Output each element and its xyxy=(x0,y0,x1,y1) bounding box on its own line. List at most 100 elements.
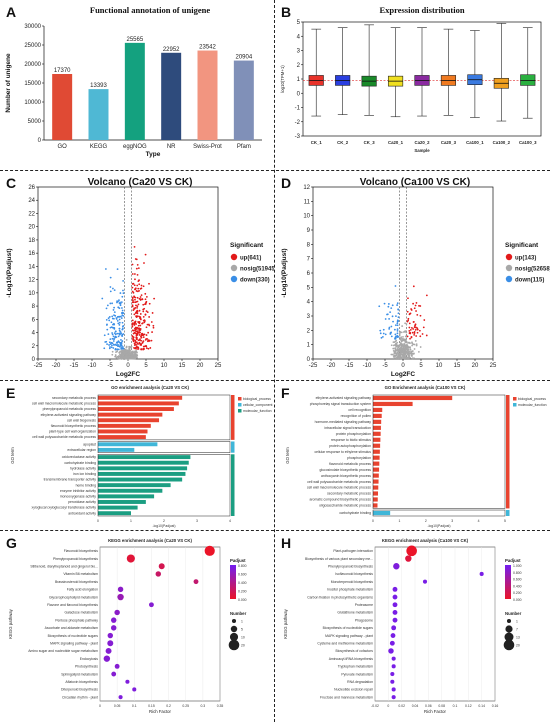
number-legend-label: 13 xyxy=(516,636,520,640)
x-tick-label: 0 xyxy=(97,519,99,523)
point-up xyxy=(408,332,411,335)
y-tick-label: 18 xyxy=(28,238,35,244)
pathway-label: Ascorbate and aldarate metabolism xyxy=(45,626,99,630)
group-frame xyxy=(372,509,506,517)
point-down xyxy=(116,332,119,335)
point-down xyxy=(388,326,391,329)
point-up xyxy=(144,320,146,322)
point-nosig xyxy=(405,345,408,348)
point-nosig xyxy=(410,350,413,353)
padjust-tick-label: 0.600 xyxy=(513,578,522,582)
y-tick-label: 12 xyxy=(28,278,35,284)
point-up xyxy=(407,319,410,322)
x-axis-title: -log10(Padjust) xyxy=(428,524,451,528)
y-tick-label: 5 xyxy=(307,285,311,291)
point-down xyxy=(103,347,106,350)
bar-biological_process xyxy=(373,419,382,424)
pathway-label: Monoterpenoid biosynthesis xyxy=(331,580,374,584)
bar-eggnog xyxy=(124,42,145,141)
point-nosig xyxy=(126,350,128,353)
y-tick-label: 24 xyxy=(28,198,35,204)
number-legend-label: 10 xyxy=(241,636,245,640)
bar-molecular_function xyxy=(98,460,189,465)
go-term-label: intracellular signal transduction xyxy=(324,426,371,430)
bubble-point xyxy=(110,617,117,623)
point-nosig xyxy=(395,343,397,345)
point-down xyxy=(114,348,117,351)
go-term-label: peroxidase activity xyxy=(68,500,96,504)
point-up xyxy=(138,339,141,341)
point-nosig xyxy=(114,355,117,358)
point-down xyxy=(105,318,108,321)
legend-swatch xyxy=(238,397,242,401)
x-tick-label: 0 xyxy=(387,704,389,708)
point-nosig xyxy=(392,347,395,350)
point-down xyxy=(111,317,114,320)
point-nosig xyxy=(394,350,396,352)
point-down xyxy=(122,289,124,292)
pathway-label: Flavone and flavonol biosynthesis xyxy=(47,603,98,607)
y-axis-title: GO term xyxy=(10,447,15,464)
point-up xyxy=(131,296,134,299)
padjust-tick-label: 0.400 xyxy=(238,581,247,585)
point-down xyxy=(393,328,396,331)
point-up xyxy=(131,298,134,300)
legend-marker xyxy=(505,275,513,283)
point-down xyxy=(111,342,114,345)
x-tick-label: 20 xyxy=(197,363,204,369)
padjust-tick-label: 1.000 xyxy=(513,564,522,568)
go-term-label: anthocyanin biosynthetic process xyxy=(321,474,371,478)
bar-molecular_function xyxy=(98,483,171,488)
legend-label: molecular_function xyxy=(518,403,547,407)
point-up xyxy=(132,291,135,294)
point-down xyxy=(379,332,382,335)
bar-biological_process xyxy=(373,473,379,478)
point-up xyxy=(409,337,411,340)
point-up xyxy=(145,334,148,336)
point-down xyxy=(119,292,122,294)
go-term-label: oxidoreductase activity xyxy=(62,455,97,459)
point-down xyxy=(384,318,387,320)
bar-biological_process xyxy=(373,431,381,436)
pathway-label: Cysteine and methionine metabolism xyxy=(317,641,373,645)
go-term-label: cell wall polysaccharide metabolic proce… xyxy=(32,435,96,439)
y-axis-title: -Log10(Padjust) xyxy=(6,248,13,297)
y-tick-label: -1 xyxy=(295,106,301,112)
group-strip xyxy=(231,454,235,516)
point-up xyxy=(415,335,418,337)
point-up xyxy=(145,326,148,329)
point-nosig xyxy=(399,342,402,344)
point-nosig xyxy=(402,335,404,338)
point-nosig xyxy=(400,357,403,360)
bubble-point xyxy=(391,664,396,669)
point-down xyxy=(112,343,115,346)
bar-value-label: 20904 xyxy=(235,55,252,61)
go-term-label: cell wall macromolecule metabolic proces… xyxy=(307,486,371,490)
bar-value-label: 17370 xyxy=(54,68,71,74)
point-up xyxy=(138,289,140,292)
point-down xyxy=(101,297,104,300)
point-up xyxy=(140,348,143,351)
bubble-point xyxy=(388,648,394,654)
point-up xyxy=(136,333,139,335)
point-down xyxy=(396,329,399,332)
point-down xyxy=(108,344,110,346)
point-down xyxy=(120,317,123,320)
point-up xyxy=(136,273,139,276)
point-up xyxy=(406,310,409,313)
legend-label: biological_process xyxy=(243,397,271,401)
panel-d: D Volcano (Ca100 VS CK) 0 1 2 3 4 5 6 7 8 9 10 11 12-… xyxy=(275,171,550,380)
chart-go-enrichment-ca20: GO enrichment analysis (Ca20 VS CK) secon… xyxy=(10,385,272,528)
point-nosig xyxy=(124,351,127,354)
chart-title: Volcano (Ca20 VS CK) xyxy=(88,177,193,188)
point-up xyxy=(135,290,138,292)
point-down xyxy=(120,347,123,349)
bubble-point xyxy=(107,640,114,647)
bar-molecular_function xyxy=(98,455,191,460)
pathway-label: Phenylpropanoid biosynthesis xyxy=(53,557,98,561)
point-nosig xyxy=(392,341,395,344)
point-nosig xyxy=(408,355,411,357)
bubble-point xyxy=(117,593,124,601)
point-up xyxy=(135,343,137,346)
